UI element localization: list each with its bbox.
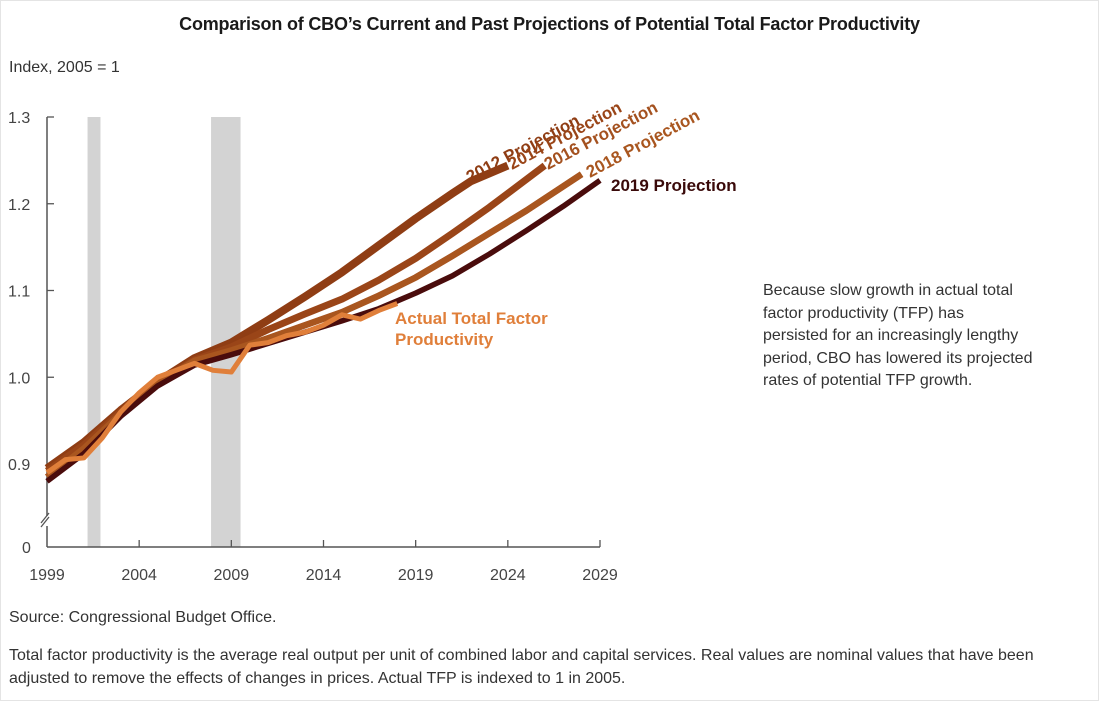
x-tick-label: 2024: [490, 567, 526, 584]
x-tick-label: 2009: [214, 567, 250, 584]
y-tick-label: 1.0: [8, 370, 30, 387]
axes: [40, 117, 600, 548]
series-label-actual: Actual Total Factor: [395, 309, 548, 328]
y-tick-label: 1.3: [8, 110, 30, 127]
y-tick-label: 1.2: [8, 197, 30, 214]
axis-break-mark: [40, 512, 50, 524]
y-axis-label: Index, 2005 = 1: [9, 59, 120, 76]
series-label-actual-line2: Productivity: [395, 330, 494, 349]
annotation-text: Because slow growth in actual total fact…: [763, 282, 1033, 389]
series-label-p2019: 2019 Projection: [611, 176, 737, 195]
x-tick-label: 2029: [582, 567, 618, 584]
series-lines: [44, 161, 602, 484]
y-axis-break: [40, 512, 51, 528]
y-tick-label: 1.1: [8, 284, 30, 301]
axis-break-gap: [43, 516, 51, 526]
recession-bar: [211, 117, 241, 547]
x-ticks: 1999 2004 2009 2014 2019 2024 2029: [29, 540, 618, 584]
footnote: Total factor productivity is the average…: [9, 647, 1034, 687]
y-tick-label-zero: 0: [22, 540, 31, 557]
x-tick-label: 2014: [306, 567, 342, 584]
chart-title: Comparison of CBO’s Current and Past Pro…: [179, 14, 920, 34]
y-ticks: 0.9 1.0 1.1 1.2 1.3 0: [8, 110, 54, 557]
y-tick-label: 0.9: [8, 457, 30, 474]
x-tick-label: 2004: [121, 567, 157, 584]
x-tick-label: 1999: [29, 567, 65, 584]
recession-bar: [87, 117, 101, 547]
source-note: Source: Congressional Budget Office.: [9, 609, 277, 626]
x-tick-label: 2019: [398, 567, 434, 584]
recession-bars: [87, 117, 241, 547]
axis-break-mark: [40, 516, 50, 528]
series-line-actual: [45, 301, 399, 475]
series-line-p2019: [45, 178, 602, 484]
